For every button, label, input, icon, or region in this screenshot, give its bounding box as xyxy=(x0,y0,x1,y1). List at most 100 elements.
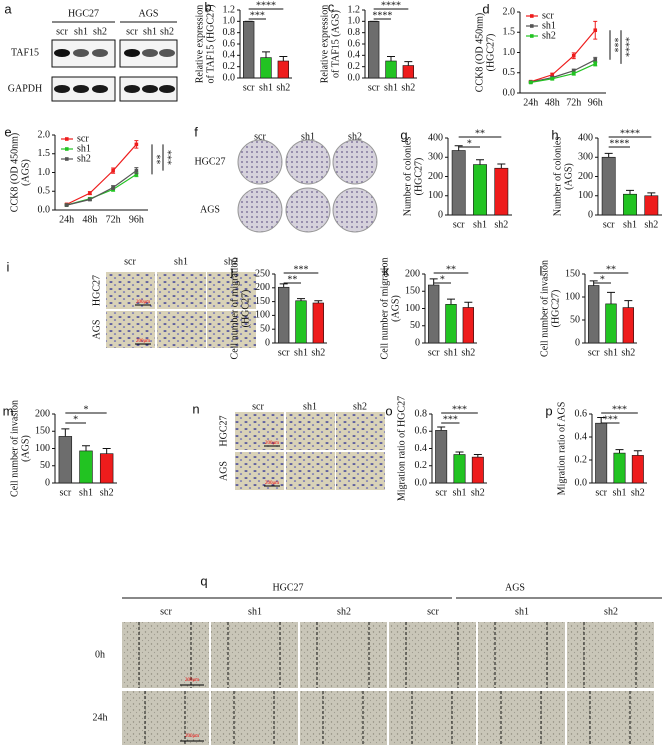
bar xyxy=(631,455,644,484)
significance-label: * xyxy=(84,404,89,415)
x-tick-label: scr xyxy=(278,347,290,358)
y-axis-label: CCK8 (OD 450nm) xyxy=(474,13,485,92)
panel-letter: a xyxy=(4,1,12,16)
column-label: sh1 xyxy=(515,606,529,617)
series-line xyxy=(530,63,596,84)
y-axis-label: (AGS) xyxy=(390,295,401,322)
bar xyxy=(79,450,93,484)
micrograph xyxy=(207,272,256,309)
point xyxy=(593,62,598,66)
bar xyxy=(295,300,307,344)
row-label: HGC27 xyxy=(91,275,102,306)
error-bar xyxy=(429,278,438,286)
panel-letter: k xyxy=(383,263,390,278)
y-tick-label: 0.0 xyxy=(223,72,236,83)
error-bar xyxy=(607,291,615,304)
band xyxy=(159,49,175,57)
significance-label: **** xyxy=(620,37,631,57)
y-axis-label: of TAF15 (HGC27) xyxy=(205,4,216,83)
y-axis-label: (AGS) xyxy=(563,163,574,190)
x-tick-label: 48h xyxy=(82,214,97,225)
y-tick-label: 200 xyxy=(428,171,443,182)
point xyxy=(528,80,533,85)
wound-image xyxy=(389,622,476,688)
x-tick-label: sh1 xyxy=(473,219,487,230)
column-label: sh2 xyxy=(224,256,238,267)
panel-letter: n xyxy=(192,401,199,416)
x-tick-label: scr xyxy=(59,487,71,498)
group-label: HGC27 xyxy=(272,582,303,593)
micrograph xyxy=(286,452,335,490)
row-label: 24h xyxy=(93,712,108,723)
x-tick-label: sh2 xyxy=(401,82,415,93)
bar xyxy=(622,307,635,344)
band xyxy=(54,85,70,93)
bar xyxy=(462,307,475,344)
row-label: AGS xyxy=(91,319,102,339)
error-bar xyxy=(624,300,633,308)
error-bar xyxy=(314,300,323,303)
y-axis-label: Cell number of invasion xyxy=(539,260,550,357)
scale-label: 200μm xyxy=(265,481,279,486)
legend-marker xyxy=(65,157,69,161)
column-label: sh1 xyxy=(174,256,188,267)
y-tick-label: 1.5 xyxy=(38,148,51,159)
significance-label: * xyxy=(467,138,472,149)
scale-label: 200μm xyxy=(136,300,150,305)
point xyxy=(64,203,69,207)
y-axis-label: (HGC27) xyxy=(485,34,496,72)
series-line xyxy=(530,29,596,83)
bar xyxy=(451,150,466,216)
y-tick-label: 0.4 xyxy=(223,50,236,61)
bar xyxy=(587,285,600,344)
y-tick-label: 0.2 xyxy=(415,460,428,471)
panel-letter: m xyxy=(3,403,14,418)
y-tick-label: 0 xyxy=(265,337,270,348)
y-tick-label: 0.8 xyxy=(223,27,236,38)
scale-label: 200μm xyxy=(265,441,279,446)
bar xyxy=(445,304,457,344)
y-tick-label: 0.8 xyxy=(415,408,428,419)
x-tick-label: sh1 xyxy=(444,347,458,358)
series-line xyxy=(66,143,137,205)
wound-image xyxy=(300,622,387,688)
legend-label: sh1 xyxy=(77,143,91,154)
y-tick-label: 50 xyxy=(410,320,420,331)
y-tick-label: 1.0 xyxy=(503,47,516,58)
x-tick-label: sh2 xyxy=(621,347,635,358)
bar xyxy=(58,436,73,484)
y-axis-label: (HGC27) xyxy=(413,158,424,196)
micrograph xyxy=(207,311,256,348)
band xyxy=(73,85,89,93)
y-tick-label: 1.5 xyxy=(503,27,516,38)
band xyxy=(124,49,140,57)
y-axis-label: (HGC27) xyxy=(550,290,561,328)
point xyxy=(593,28,598,33)
y-axis-label: CCK8 (OD 450nm) xyxy=(9,133,20,212)
series-line xyxy=(66,170,137,206)
wound-image xyxy=(211,691,298,745)
micrograph xyxy=(235,412,284,450)
band xyxy=(159,85,175,93)
significance-label: **** xyxy=(372,10,392,21)
y-tick-label: 0 xyxy=(45,477,50,488)
band xyxy=(92,85,108,93)
wound-image xyxy=(567,622,654,688)
lane-label: sh1 xyxy=(143,26,157,37)
panel-letter: o xyxy=(385,403,392,418)
y-tick-label: 50 xyxy=(260,323,270,334)
wound-image xyxy=(122,622,209,688)
column-label: scr xyxy=(252,401,264,412)
lane-label: sh2 xyxy=(93,26,107,37)
scale-label: 200μm xyxy=(185,678,199,683)
y-tick-label: 200 xyxy=(578,171,593,182)
significance-label: ** xyxy=(446,264,456,275)
band xyxy=(142,85,158,93)
significance-label: ** xyxy=(475,128,485,139)
group-label: AGS xyxy=(138,8,158,19)
legend-label: sh2 xyxy=(77,153,91,164)
bar xyxy=(435,430,448,484)
error-bar xyxy=(633,450,642,456)
x-tick-label: sh1 xyxy=(453,487,467,498)
